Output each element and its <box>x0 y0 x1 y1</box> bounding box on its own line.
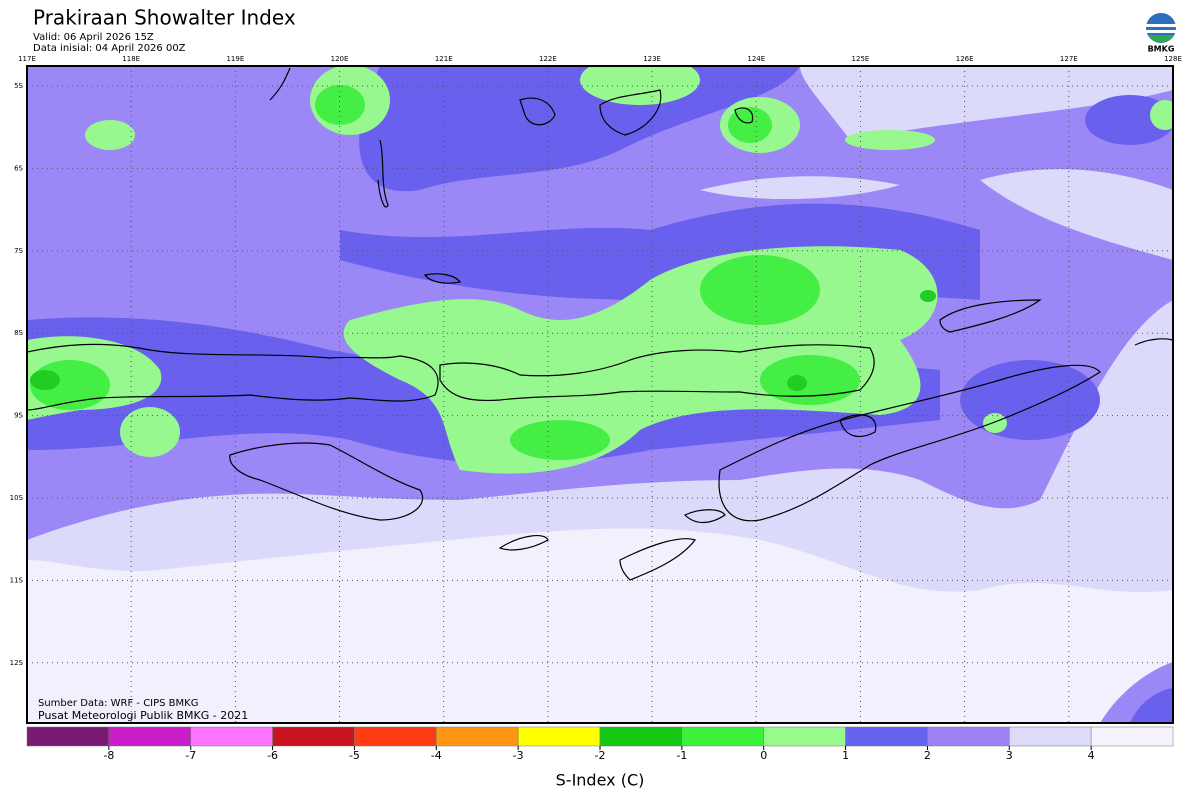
source-note: Sumber Data: WRF - CIPS BMKG <box>38 698 198 709</box>
colorbar-tick-label: -7 <box>185 749 196 762</box>
colorbar-swatch <box>763 726 846 747</box>
colorbar-swatch <box>1009 726 1092 747</box>
coastlines <box>27 67 1173 581</box>
lon-label: 122E <box>539 55 557 63</box>
lon-label: 128E <box>1164 55 1182 63</box>
lat-label: 5S <box>14 82 23 90</box>
lat-label: 8S <box>14 329 23 337</box>
colorbar-tick-label: 3 <box>1006 749 1013 762</box>
lon-label: 117E <box>18 55 36 63</box>
colorbar-tick-label: 1 <box>842 749 849 762</box>
lat-label: 6S <box>14 164 23 172</box>
colorbar-tick-label: -6 <box>267 749 278 762</box>
colorbar-tick-label: -5 <box>349 749 360 762</box>
colorbar-tick-label: -3 <box>513 749 524 762</box>
colorbar-swatch <box>190 726 273 747</box>
colorbar-swatch <box>272 726 355 747</box>
credit-note: Pusat Meteorologi Publik BMKG - 2021 <box>38 709 248 722</box>
colorbar-tick-label: -2 <box>595 749 606 762</box>
colorbar-swatch <box>927 726 1010 747</box>
colorbar-swatch <box>26 726 110 747</box>
lat-label: 9S <box>14 412 23 420</box>
lon-label: 123E <box>643 55 661 63</box>
colorbar-title: S-Index (C) <box>556 771 645 790</box>
colorbar-tick-label: -4 <box>431 749 442 762</box>
colorbar-swatch <box>517 726 601 747</box>
colorbar-tick-label: 0 <box>760 749 767 762</box>
lat-label: 10S <box>10 494 24 502</box>
init-time: Data inisial: 04 April 2026 00Z <box>33 43 186 54</box>
colorbar: -8 -7 -6 -5 -4 -3 -2 -1 0 1 2 3 4 <box>26 726 1174 762</box>
graticule <box>26 66 1174 723</box>
colorbar-swatch <box>845 726 928 747</box>
logo-text: BMKG <box>1148 45 1175 54</box>
colorbar-swatch <box>436 726 519 747</box>
field <box>27 66 1173 723</box>
colorbar-swatch <box>108 726 191 747</box>
lat-label: 7S <box>14 247 23 255</box>
colorbar-swatch <box>1090 726 1174 747</box>
lon-label: 119E <box>226 55 244 63</box>
lon-label: 125E <box>852 55 870 63</box>
colorbar-swatch <box>599 726 683 747</box>
lon-label: 118E <box>122 55 140 63</box>
lat-label: 11S <box>10 576 24 584</box>
lon-label: 124E <box>747 55 765 63</box>
map-frame <box>26 65 1174 724</box>
valid-time: Valid: 06 April 2026 15Z <box>33 32 154 43</box>
lon-label: 126E <box>956 55 974 63</box>
lon-label: 127E <box>1060 55 1078 63</box>
colorbar-swatch <box>354 726 437 747</box>
colorbar-tick-label: 2 <box>924 749 931 762</box>
title: Prakiraan Showalter Index <box>33 6 296 30</box>
colorbar-tick-label: 4 <box>1088 749 1095 762</box>
lat-label: 12S <box>10 659 24 667</box>
lon-label: 121E <box>435 55 453 63</box>
colorbar-swatch <box>681 726 764 747</box>
logo: BMKG <box>1146 13 1176 54</box>
lon-label: 120E <box>331 55 349 63</box>
colorbar-tick-label: -8 <box>103 749 114 762</box>
colorbar-tick-label: -1 <box>676 749 687 762</box>
